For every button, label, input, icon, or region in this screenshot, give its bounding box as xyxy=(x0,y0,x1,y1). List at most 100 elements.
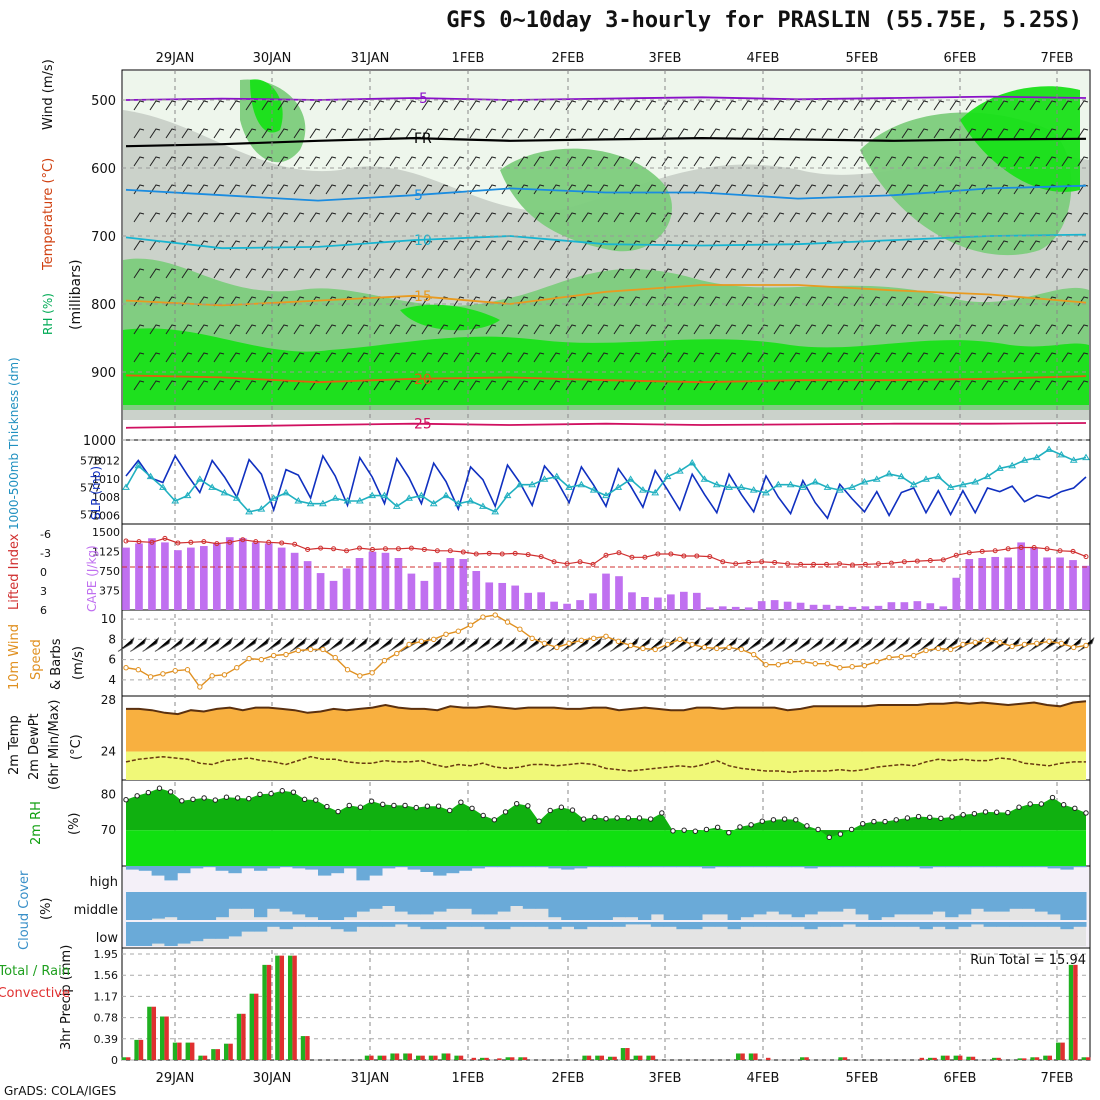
wind-barb xyxy=(597,352,609,363)
wind-barb xyxy=(133,268,145,279)
thickness-tick-label: 577 xyxy=(80,481,101,494)
thickness-point xyxy=(417,491,426,499)
ylabel-total-rain: Total / Rain xyxy=(0,964,70,979)
precip-total-bar xyxy=(415,1055,421,1060)
precip-total-bar xyxy=(479,1057,485,1060)
wind-barb xyxy=(165,268,177,279)
thickness-point xyxy=(134,461,143,469)
wind-speed-point xyxy=(812,660,818,667)
wind-barb xyxy=(821,184,833,195)
precip-convective-bar xyxy=(945,1055,950,1060)
cloud-bar-middle xyxy=(817,892,831,912)
wind-speed-point xyxy=(787,658,794,665)
wind-barb xyxy=(389,352,401,363)
wind-barb xyxy=(597,100,609,111)
wind-barb xyxy=(581,100,593,111)
wind-speed-point xyxy=(332,654,338,661)
cloud-bar-middle xyxy=(318,892,332,920)
wind-barb xyxy=(485,156,497,167)
lifted-tick-label: 3 xyxy=(40,585,47,598)
lifted-point xyxy=(798,561,804,567)
wind-barb xyxy=(789,128,801,139)
surface-wind-barb xyxy=(523,637,541,652)
cloud-bar-middle xyxy=(535,892,549,909)
ylabel-cloud-cover: Cloud Cover xyxy=(17,870,32,950)
pressure-tick-label: 900 xyxy=(91,366,116,381)
cloud-bar-middle xyxy=(151,892,165,919)
thickness-point xyxy=(380,491,389,499)
thickness-point xyxy=(885,469,893,477)
wind-barb xyxy=(757,100,769,111)
cape-bar xyxy=(692,592,701,610)
cloud-bar-middle xyxy=(241,892,255,909)
wind-barb xyxy=(741,184,753,195)
wind-barb xyxy=(405,296,417,307)
wind-speed-point xyxy=(172,668,178,674)
wind-barb xyxy=(469,156,481,167)
wind-barb xyxy=(421,240,433,251)
wind-barb xyxy=(741,156,753,167)
thickness-point xyxy=(663,472,672,480)
wind-barb xyxy=(309,296,321,307)
cloud-bar-low xyxy=(1047,922,1061,927)
wind-barb xyxy=(453,100,465,111)
rh-region-6 xyxy=(400,304,500,331)
wind-barb xyxy=(757,352,769,363)
wind-barb xyxy=(549,380,561,391)
cloud-bar-high xyxy=(561,866,575,870)
wind-barb xyxy=(693,212,705,223)
thickness-point xyxy=(712,480,721,488)
cloud-bar-high xyxy=(1073,866,1087,868)
wind-barb xyxy=(133,380,145,391)
cape-bar xyxy=(913,601,922,610)
wind-barb xyxy=(485,184,497,195)
wind-barb xyxy=(789,212,801,223)
cape-bar xyxy=(511,585,520,610)
rh2m-point xyxy=(904,815,911,821)
cloud-bar-middle xyxy=(420,892,434,915)
wind-barb xyxy=(133,212,145,223)
wind-speed-point xyxy=(443,631,449,637)
surface-wind-barb xyxy=(819,637,837,652)
lifted-point xyxy=(629,554,635,560)
wind-barb xyxy=(949,296,961,307)
wind-barb xyxy=(677,240,689,251)
lifted-point xyxy=(279,540,285,546)
cloud-bar-high xyxy=(996,866,1010,868)
precip-convective-bar xyxy=(650,1055,656,1060)
thickness-point xyxy=(762,488,770,496)
wind-speed-point xyxy=(320,646,326,653)
wind-barb xyxy=(725,128,737,139)
wind-barb xyxy=(837,212,849,223)
precip-total-bar xyxy=(953,1055,958,1060)
precip-convective-bar xyxy=(202,1055,208,1060)
wind-barb xyxy=(357,128,369,139)
wind-barb xyxy=(277,128,289,139)
cloud-bar-low xyxy=(458,922,473,927)
thickness-point xyxy=(639,486,647,493)
precip-total-bar xyxy=(262,964,267,1060)
wind-barb xyxy=(901,128,913,139)
wind-barb xyxy=(949,212,961,223)
rh2m-point xyxy=(212,797,219,803)
cloud-bar-middle xyxy=(369,892,383,909)
pressure-tick-label: 500 xyxy=(91,94,116,109)
wind-barb xyxy=(885,212,897,223)
cape-bar xyxy=(238,538,247,610)
lifted-point xyxy=(214,541,220,547)
cloud-bar-high xyxy=(778,866,793,868)
cloud-bar-middle xyxy=(702,892,716,915)
date-label-bottom: 3FEB xyxy=(649,1071,682,1086)
surface-wind-barb xyxy=(659,637,677,652)
surface-wind-barb xyxy=(351,637,369,652)
temp-tick-label: 28 xyxy=(101,693,116,707)
wind-barb xyxy=(357,352,369,363)
cape-bar xyxy=(926,603,935,610)
cloud-bar-middle xyxy=(407,892,421,915)
wind-barb xyxy=(261,156,273,167)
date-label-top: 4FEB xyxy=(747,51,780,66)
wind-barb xyxy=(213,296,225,307)
precip-total-bar xyxy=(377,1055,382,1060)
wind-barb xyxy=(869,296,881,307)
wind-speed-point xyxy=(1070,644,1077,651)
